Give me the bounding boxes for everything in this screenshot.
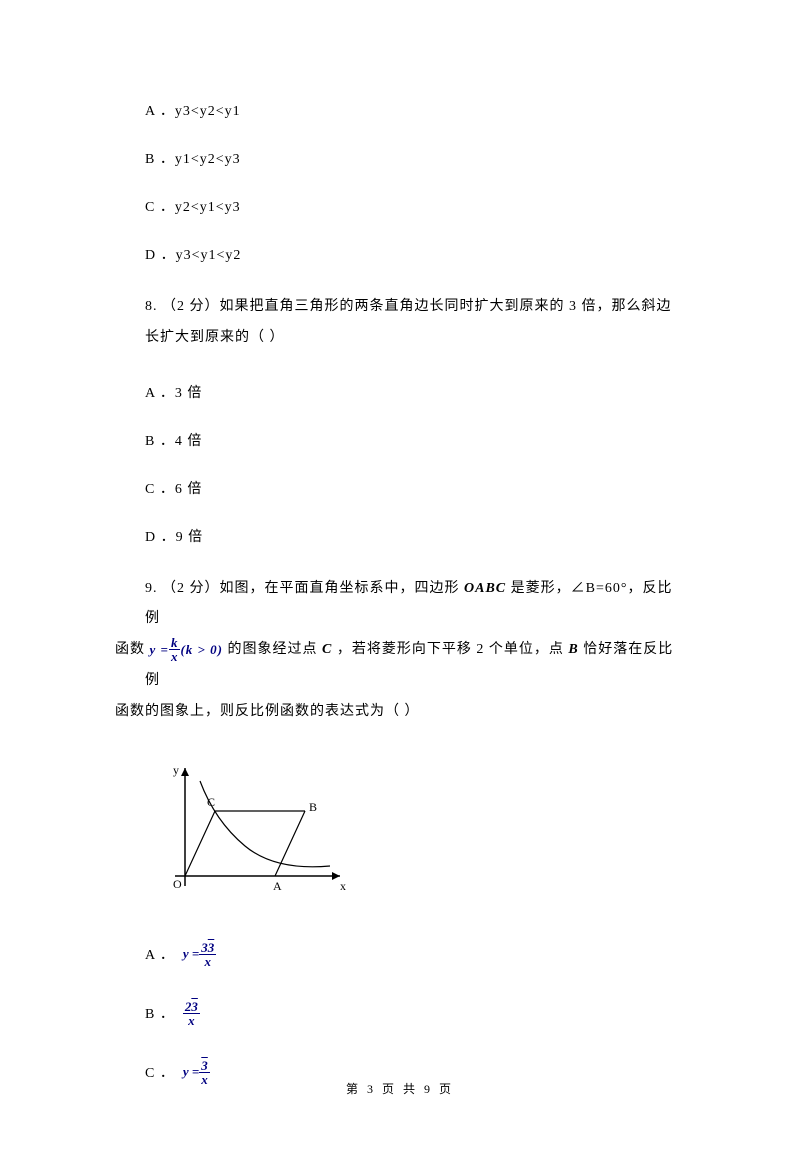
q9-formula-y: y = [150, 636, 169, 665]
coordinate-graph-svg: O A B C x y [145, 756, 355, 906]
q8-option-c: C ．6 倍 [115, 478, 685, 498]
q9-line2c: ，若将菱形向下平移 2 个单位，点 [332, 642, 568, 657]
q8-option-a: A ．3 倍 [115, 382, 685, 402]
q9-optc-y: y = [183, 1064, 199, 1080]
q9-formula-x: x [169, 650, 181, 663]
q9-formula-k: k [169, 636, 181, 650]
q9-optb-num: 23 [183, 1000, 200, 1014]
q7-option-a: A ．y3<y2<y1 [115, 100, 685, 120]
q9-line2a: 函数 [115, 642, 150, 657]
q9-optb-label: B ． [145, 1003, 175, 1023]
q9-b: B [568, 642, 578, 657]
graph-label-a: A [273, 879, 282, 893]
graph-label-y: y [173, 763, 179, 777]
q9-opta-label: A ． [145, 944, 175, 964]
q7-option-c: C ．y2<y1<y3 [115, 196, 685, 216]
q9-opta-y: y = [183, 946, 199, 962]
q9-c: C [322, 642, 332, 657]
q9-graph: O A B C x y [145, 756, 685, 911]
q8-option-d: D ．9 倍 [115, 526, 685, 546]
q9-formula-cond: (k > 0) [180, 636, 223, 665]
q8-text: 8. （2 分）如果把直角三角形的两条直角边长同时扩大到原来的 3 倍，那么斜边… [115, 292, 685, 354]
q9-optb-frac: 23 x [183, 1000, 200, 1027]
graph-label-x: x [340, 879, 346, 893]
q9-text: 9. （2 分）如图，在平面直角坐标系中，四边形 OABC 是菱形，∠B=60°… [115, 574, 685, 728]
graph-label-b: B [309, 800, 317, 814]
q9-prefix: 9. （2 分）如图，在平面直角坐标系中，四边形 [145, 581, 464, 596]
q9-formula-frac: kx [169, 636, 181, 663]
graph-label-c: C [207, 795, 215, 809]
page-footer: 第 3 页 共 9 页 [0, 1080, 800, 1097]
q9-line2b: 的图象经过点 [228, 642, 323, 657]
page-content: A ．y3<y2<y1 B ．y1<y2<y3 C ．y2<y1<y3 D ．y… [0, 0, 800, 1168]
q9-opta-num: 33 [199, 941, 216, 955]
q9-optc-num: 3 [199, 1059, 210, 1073]
q9-optb-den: x [183, 1014, 200, 1027]
q9-opta-frac: 33 x [199, 941, 216, 968]
q9-line3: 函数的图象上，则反比例函数的表达式为（ ） [115, 704, 420, 719]
q8-option-b: B ．4 倍 [115, 430, 685, 450]
q7-option-b: B ．y1<y2<y3 [115, 148, 685, 168]
q9-option-a: A ． y = 33 x [115, 941, 685, 968]
graph-label-o: O [173, 877, 182, 891]
q7-option-d: D ．y3<y1<y2 [115, 244, 685, 264]
q9-oabc: OABC [464, 581, 506, 596]
q9-option-b: B ． 23 x [115, 1000, 685, 1027]
q9-opta-den: x [199, 955, 216, 968]
